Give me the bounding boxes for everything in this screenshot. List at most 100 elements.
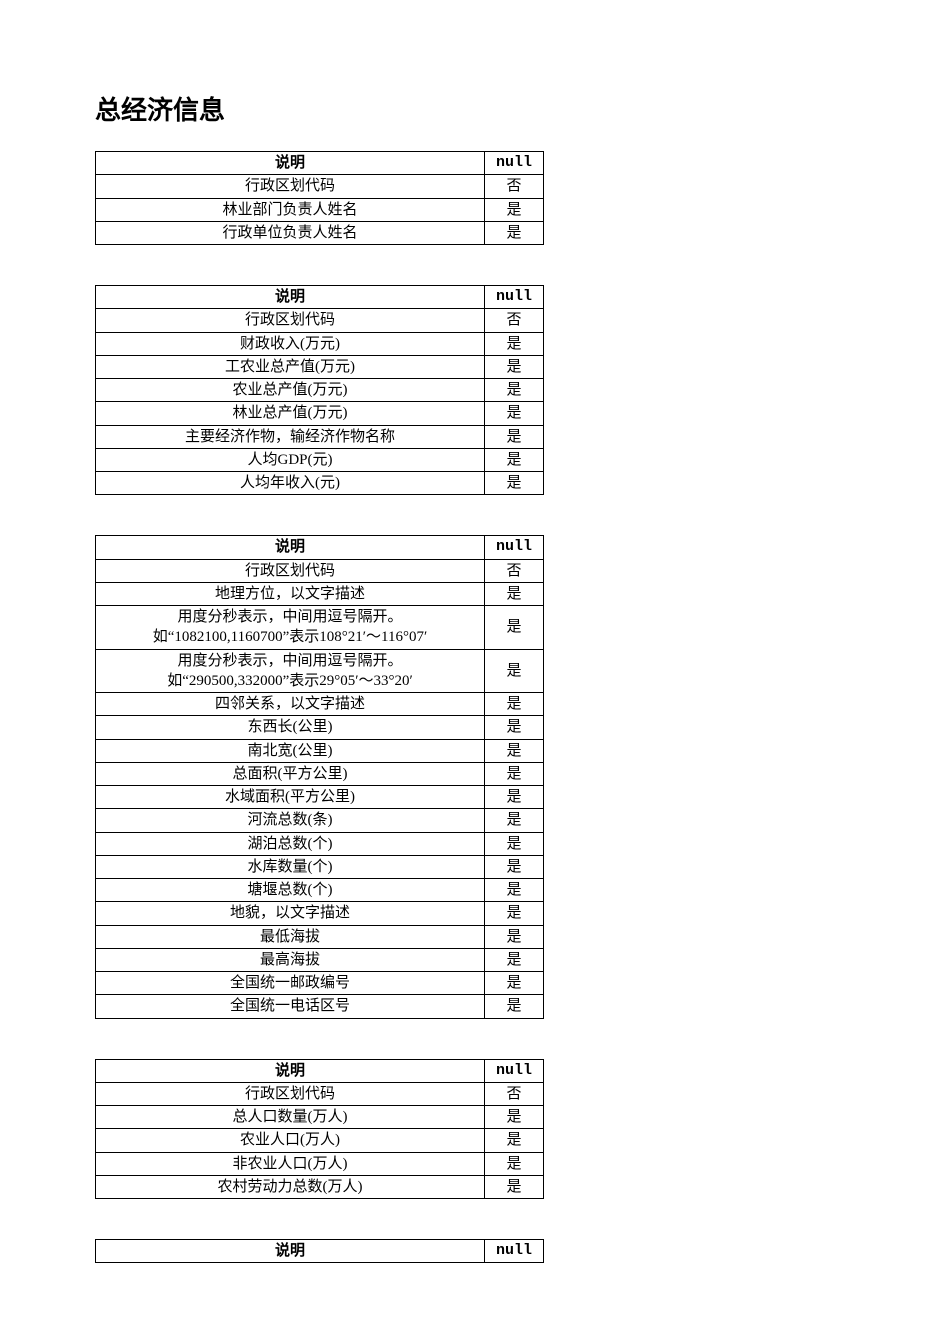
table-row: 地貌，以文字描述是 [96,902,544,925]
table-row: 全国统一邮政编号是 [96,972,544,995]
table-row: 非农业人口(万人)是 [96,1152,544,1175]
cell-desc: 农业总产值(万元) [96,379,485,402]
cell-desc: 东西长(公里) [96,716,485,739]
table-row: 财政收入(万元)是 [96,332,544,355]
cell-desc: 水域面积(平方公里) [96,786,485,809]
cell-null: 是 [485,472,544,495]
cell-null: 是 [485,649,544,693]
table-header-row: 说明null [96,152,544,175]
cell-null: 是 [485,855,544,878]
cell-desc: 人均GDP(元) [96,448,485,471]
col-header-desc: 说明 [96,1240,485,1263]
table-header-row: 说明null [96,286,544,309]
table-row: 东西长(公里)是 [96,716,544,739]
table-row: 用度分秒表示，中间用逗号隔开。 如“290500,332000”表示29°05′… [96,649,544,693]
cell-desc: 地理方位，以文字描述 [96,582,485,605]
table-row: 地理方位，以文字描述是 [96,582,544,605]
table-wrap: 说明null行政区划代码否地理方位，以文字描述是用度分秒表示，中间用逗号隔开。 … [95,535,840,1018]
cell-desc: 财政收入(万元) [96,332,485,355]
cell-null: 是 [485,762,544,785]
col-header-desc: 说明 [96,152,485,175]
cell-null: 是 [485,716,544,739]
cell-null: 是 [485,582,544,605]
table-wrap: 说明null [95,1239,840,1263]
cell-null: 是 [485,1152,544,1175]
col-header-desc: 说明 [96,536,485,559]
cell-null: 是 [485,221,544,244]
cell-null: 是 [485,355,544,378]
table-row: 南北宽(公里)是 [96,739,544,762]
cell-null: 是 [485,786,544,809]
table-row: 农业总产值(万元)是 [96,379,544,402]
data-table: 说明null行政区划代码否财政收入(万元)是工农业总产值(万元)是农业总产值(万… [95,285,544,495]
cell-null: 是 [485,425,544,448]
cell-null: 是 [485,809,544,832]
table-row: 最高海拔是 [96,948,544,971]
cell-null: 否 [485,175,544,198]
cell-null: 否 [485,309,544,332]
table-row: 林业部门负责人姓名是 [96,198,544,221]
table-row: 河流总数(条)是 [96,809,544,832]
table-header-row: 说明null [96,1059,544,1082]
cell-desc: 最高海拔 [96,948,485,971]
table-row: 塘堰总数(个)是 [96,879,544,902]
table-row: 农业人口(万人)是 [96,1129,544,1152]
cell-desc: 最低海拔 [96,925,485,948]
cell-null: 是 [485,332,544,355]
cell-desc: 行政区划代码 [96,1082,485,1105]
table-row: 人均GDP(元)是 [96,448,544,471]
table-row: 用度分秒表示，中间用逗号隔开。 如“1082100,1160700”表示108°… [96,606,544,650]
cell-desc: 四邻关系，以文字描述 [96,693,485,716]
cell-desc: 河流总数(条) [96,809,485,832]
cell-null: 是 [485,402,544,425]
cell-null: 是 [485,1106,544,1129]
cell-null: 否 [485,1082,544,1105]
data-table: 说明null行政区划代码否林业部门负责人姓名是行政单位负责人姓名是 [95,151,544,245]
cell-desc: 南北宽(公里) [96,739,485,762]
table-row: 行政区划代码否 [96,559,544,582]
data-table: 说明null行政区划代码否地理方位，以文字描述是用度分秒表示，中间用逗号隔开。 … [95,535,544,1018]
cell-desc: 主要经济作物，输经济作物名称 [96,425,485,448]
table-row: 总人口数量(万人)是 [96,1106,544,1129]
table-row: 主要经济作物，输经济作物名称是 [96,425,544,448]
col-header-null: null [485,536,544,559]
cell-null: 是 [485,879,544,902]
cell-null: 是 [485,948,544,971]
cell-desc: 用度分秒表示，中间用逗号隔开。 如“290500,332000”表示29°05′… [96,649,485,693]
cell-desc: 农业人口(万人) [96,1129,485,1152]
table-row: 行政区划代码否 [96,309,544,332]
cell-desc: 塘堰总数(个) [96,879,485,902]
cell-desc: 人均年收入(元) [96,472,485,495]
cell-desc: 工农业总产值(万元) [96,355,485,378]
col-header-null: null [485,1240,544,1263]
cell-null: 是 [485,832,544,855]
cell-desc: 总面积(平方公里) [96,762,485,785]
cell-desc: 非农业人口(万人) [96,1152,485,1175]
table-row: 农村劳动力总数(万人)是 [96,1175,544,1198]
cell-desc: 地貌，以文字描述 [96,902,485,925]
title-prefix: 总 [95,95,121,125]
table-row: 行政区划代码否 [96,1082,544,1105]
cell-null: 是 [485,693,544,716]
col-header-desc: 说明 [96,1059,485,1082]
cell-desc: 全国统一电话区号 [96,995,485,1018]
table-row: 人均年收入(元)是 [96,472,544,495]
cell-null: 是 [485,1175,544,1198]
cell-desc: 行政区划代码 [96,309,485,332]
table-header-row: 说明null [96,1240,544,1263]
table-wrap: 说明null行政区划代码否财政收入(万元)是工农业总产值(万元)是农业总产值(万… [95,285,840,495]
cell-null: 是 [485,739,544,762]
table-row: 最低海拔是 [96,925,544,948]
cell-null: 是 [485,972,544,995]
page-title: 总经济信息 [95,90,840,127]
col-header-desc: 说明 [96,286,485,309]
table-row: 行政区划代码否 [96,175,544,198]
table-row: 工农业总产值(万元)是 [96,355,544,378]
cell-desc: 农村劳动力总数(万人) [96,1175,485,1198]
cell-null: 是 [485,198,544,221]
col-header-null: null [485,1059,544,1082]
table-row: 水域面积(平方公里)是 [96,786,544,809]
table-header-row: 说明null [96,536,544,559]
table-row: 行政单位负责人姓名是 [96,221,544,244]
cell-desc: 全国统一邮政编号 [96,972,485,995]
